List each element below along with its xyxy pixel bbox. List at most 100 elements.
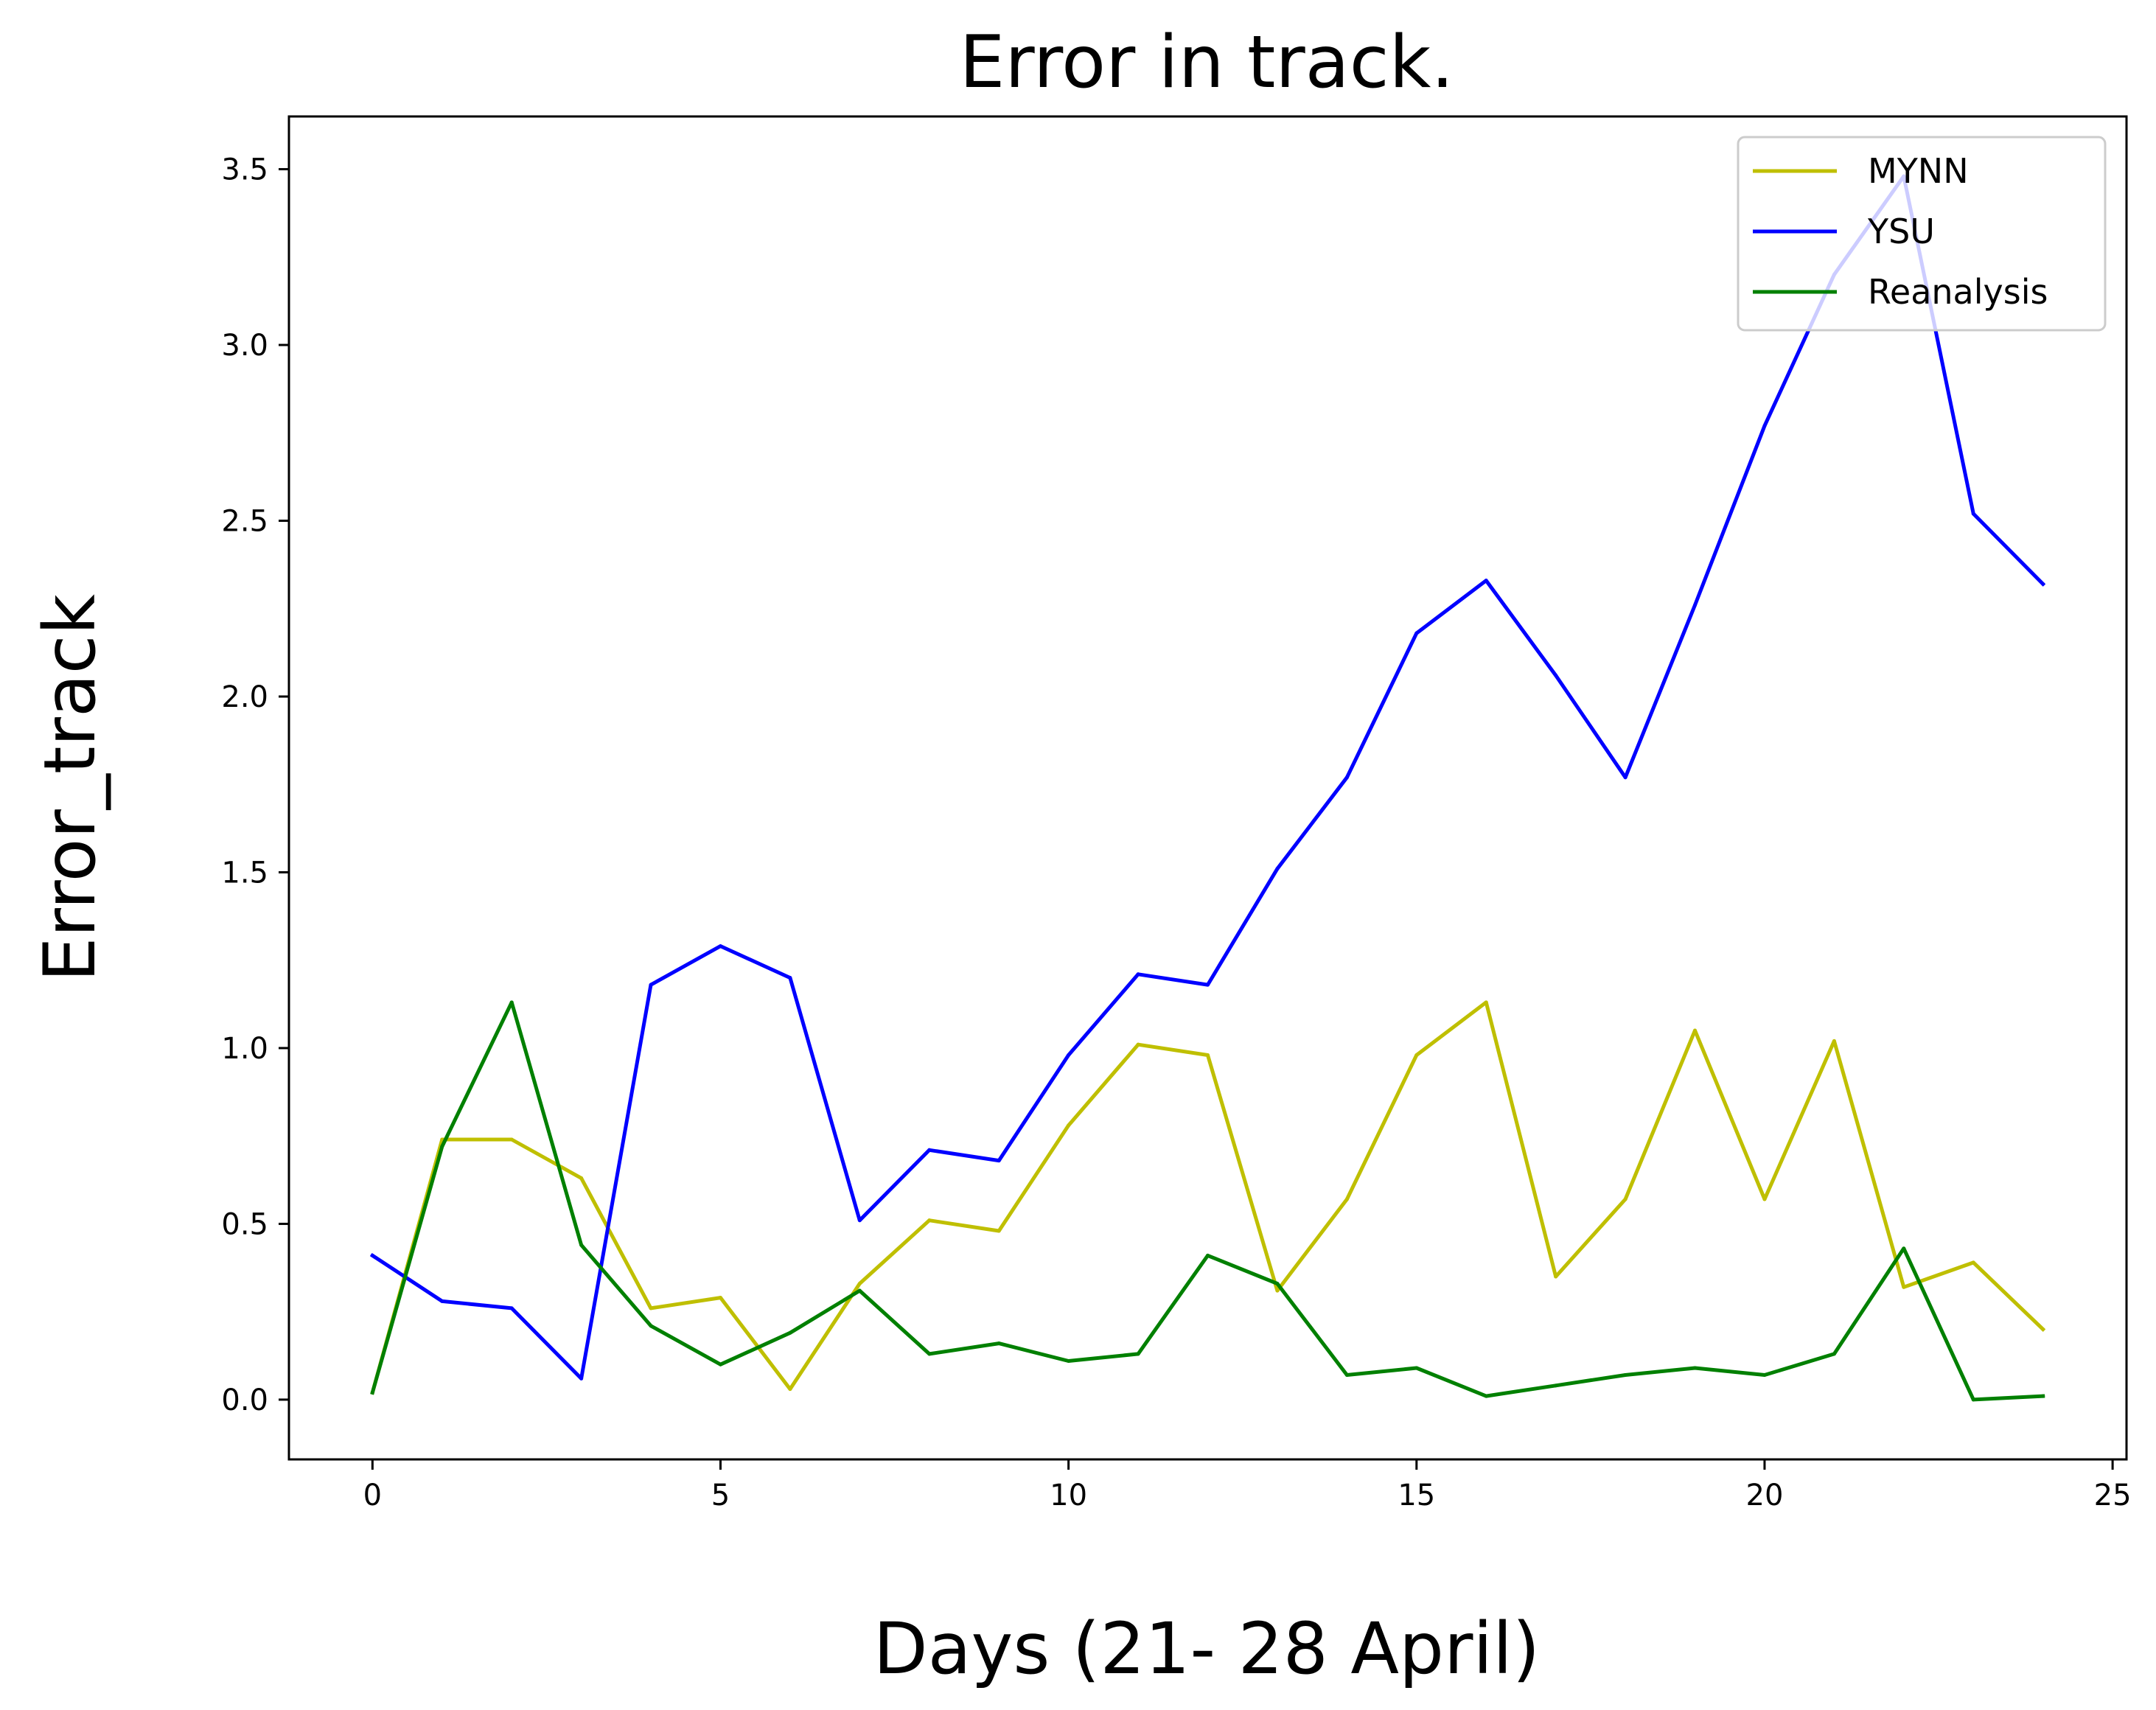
data-point-reanalysis (370, 1390, 374, 1395)
legend-box (1737, 136, 2107, 332)
data-point-ysu (440, 1299, 444, 1303)
x-axis: 0 5 10 15 20 25 (363, 1459, 2132, 1512)
data-point-mynn (1275, 1288, 1280, 1293)
data-point-mynn (997, 1229, 1001, 1233)
data-point-ysu (857, 1218, 862, 1223)
data-point-mynn (1762, 1197, 1767, 1201)
plot-background (289, 116, 2127, 1459)
y-tick-label: 1.0 (221, 1032, 268, 1066)
data-point-reanalysis (1414, 1366, 1419, 1370)
data-point-mynn (857, 1282, 862, 1286)
y-axis: 0.0 0.5 1.0 1.5 2.0 2.5 3.0 3.5 (221, 153, 289, 1417)
data-point-mynn (649, 1306, 653, 1311)
data-point-ysu (997, 1159, 1001, 1163)
y-tick-label: 1.5 (221, 856, 268, 890)
data-point-ysu (1275, 867, 1280, 871)
data-point-reanalysis (649, 1324, 653, 1328)
data-point-mynn (788, 1387, 792, 1392)
data-point-reanalysis (718, 1362, 722, 1367)
y-tick-label: 3.0 (221, 329, 268, 363)
data-point-ysu (370, 1253, 374, 1257)
data-point-mynn (1902, 1285, 1906, 1289)
x-tick-label: 25 (2094, 1479, 2132, 1512)
data-point-reanalysis (1067, 1358, 1071, 1363)
x-tick-label: 0 (363, 1479, 382, 1512)
legend: MYNN YSU Reanalysis (1737, 136, 2107, 332)
data-point-ysu (1623, 775, 1628, 780)
data-point-ysu (788, 976, 792, 980)
data-point-mynn (927, 1218, 932, 1223)
data-point-mynn (1623, 1197, 1628, 1201)
data-point-mynn (1693, 1028, 1698, 1033)
y-tick-label: 2.0 (221, 680, 268, 714)
data-point-reanalysis (997, 1341, 1001, 1346)
data-point-reanalysis (1275, 1282, 1280, 1286)
data-point-ysu (1136, 972, 1140, 977)
data-point-reanalysis (579, 1243, 584, 1247)
y-tick-label: 0.0 (221, 1383, 268, 1417)
data-point-mynn (718, 1296, 722, 1300)
data-point-ysu (1206, 983, 1210, 987)
series-layer (369, 174, 2046, 1402)
data-point-reanalysis (509, 1000, 514, 1005)
data-point-ysu (1414, 631, 1419, 635)
data-point-reanalysis (857, 1288, 862, 1293)
data-point-reanalysis (440, 1145, 444, 1149)
data-point-mynn (2041, 1327, 2045, 1332)
y-tick-label: 2.5 (221, 505, 268, 539)
data-point-ysu (718, 944, 722, 949)
data-point-mynn (1344, 1197, 1349, 1201)
legend-entries: MYNN YSU Reanalysis (1753, 151, 2048, 312)
data-point-reanalysis (1902, 1246, 1906, 1251)
x-tick-label: 10 (1050, 1479, 1087, 1512)
x-tick-label: 15 (1398, 1479, 1435, 1512)
x-tick-label: 20 (1746, 1479, 1784, 1512)
data-point-reanalysis (2041, 1394, 2045, 1398)
data-point-mynn (509, 1137, 514, 1142)
x-tick-label: 5 (711, 1479, 730, 1512)
legend-label-mynn: MYNN (1868, 151, 1969, 191)
legend-label-reanalysis: Reanalysis (1868, 272, 2048, 312)
data-point-reanalysis (1554, 1383, 1558, 1388)
data-point-reanalysis (1623, 1373, 1628, 1378)
data-point-mynn (1484, 1000, 1488, 1005)
y-tick-label: 3.5 (221, 153, 268, 187)
data-point-reanalysis (1693, 1366, 1698, 1370)
data-point-reanalysis (1206, 1253, 1210, 1257)
data-point-reanalysis (1136, 1352, 1140, 1356)
data-point-reanalysis (1762, 1373, 1767, 1378)
data-point-ysu (579, 1376, 584, 1381)
data-point-ysu (649, 983, 653, 987)
data-point-ysu (1971, 512, 1975, 516)
data-point-ysu (1762, 424, 1767, 428)
data-point-ysu (509, 1306, 514, 1311)
data-point-mynn (1554, 1274, 1558, 1279)
data-point-ysu (1484, 579, 1488, 583)
data-point-reanalysis (1971, 1397, 1975, 1402)
data-point-reanalysis (1344, 1373, 1349, 1378)
data-point-mynn (579, 1176, 584, 1180)
data-point-reanalysis (927, 1352, 932, 1356)
data-point-reanalysis (788, 1330, 792, 1335)
data-point-reanalysis (1832, 1352, 1836, 1356)
data-point-ysu (2041, 582, 2045, 586)
data-point-mynn (1971, 1260, 1975, 1265)
data-point-mynn (1067, 1123, 1071, 1128)
data-point-ysu (927, 1148, 932, 1152)
legend-label-ysu: YSU (1867, 212, 1935, 251)
data-point-reanalysis (1484, 1394, 1488, 1398)
y-tick-label: 0.5 (221, 1207, 268, 1241)
data-point-mynn (1832, 1039, 1836, 1043)
data-point-ysu (1344, 775, 1349, 780)
chart-title: Error in track. (959, 21, 1454, 105)
data-point-mynn (1136, 1042, 1140, 1047)
data-point-mynn (1206, 1053, 1210, 1057)
data-point-ysu (1693, 603, 1698, 607)
data-point-ysu (1554, 673, 1558, 677)
data-point-mynn (1414, 1053, 1419, 1057)
data-point-ysu (1067, 1053, 1071, 1057)
data-point-mynn (440, 1137, 444, 1142)
y-axis-label: Error_track (29, 593, 111, 982)
plot-frame (287, 115, 2128, 1461)
